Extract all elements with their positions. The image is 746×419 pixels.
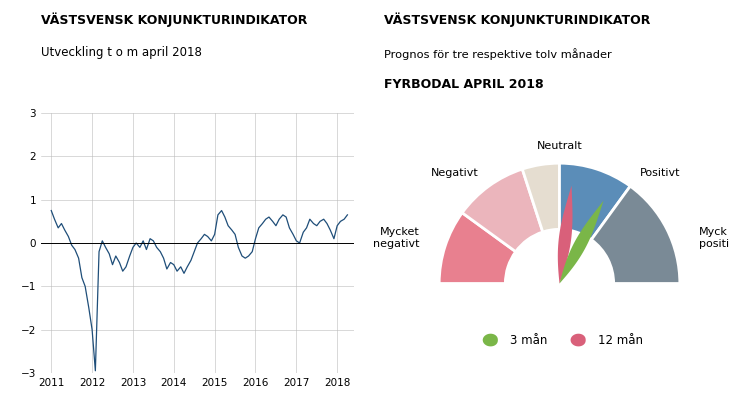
Wedge shape	[592, 186, 680, 284]
Text: Negativt: Negativt	[431, 168, 479, 178]
Text: Prognos för tre respektive tolv månader: Prognos för tre respektive tolv månader	[384, 48, 612, 60]
Text: 12 mån: 12 mån	[598, 334, 643, 347]
Text: VÄSTSVENSK KONJUNKTURINDIKATOR: VÄSTSVENSK KONJUNKTURINDIKATOR	[41, 13, 307, 27]
Text: Myck
positi: Myck positi	[699, 228, 730, 249]
Wedge shape	[463, 169, 543, 252]
Wedge shape	[522, 163, 560, 232]
Text: VÄSTSVENSK KONJUNKTURINDIKATOR: VÄSTSVENSK KONJUNKTURINDIKATOR	[384, 13, 651, 27]
Wedge shape	[560, 163, 630, 240]
Wedge shape	[439, 213, 515, 284]
Text: Utveckling t o m april 2018: Utveckling t o m april 2018	[41, 46, 202, 59]
Text: FYRBODAL APRIL 2018: FYRBODAL APRIL 2018	[384, 78, 544, 91]
Text: Positivt: Positivt	[640, 168, 680, 178]
Text: Neutralt: Neutralt	[536, 141, 583, 151]
Polygon shape	[483, 334, 498, 347]
Polygon shape	[560, 201, 604, 284]
Polygon shape	[558, 186, 572, 284]
Text: 3 mån: 3 mån	[510, 334, 548, 347]
Polygon shape	[571, 334, 586, 347]
Text: Mycket
negativt: Mycket negativt	[374, 228, 420, 249]
